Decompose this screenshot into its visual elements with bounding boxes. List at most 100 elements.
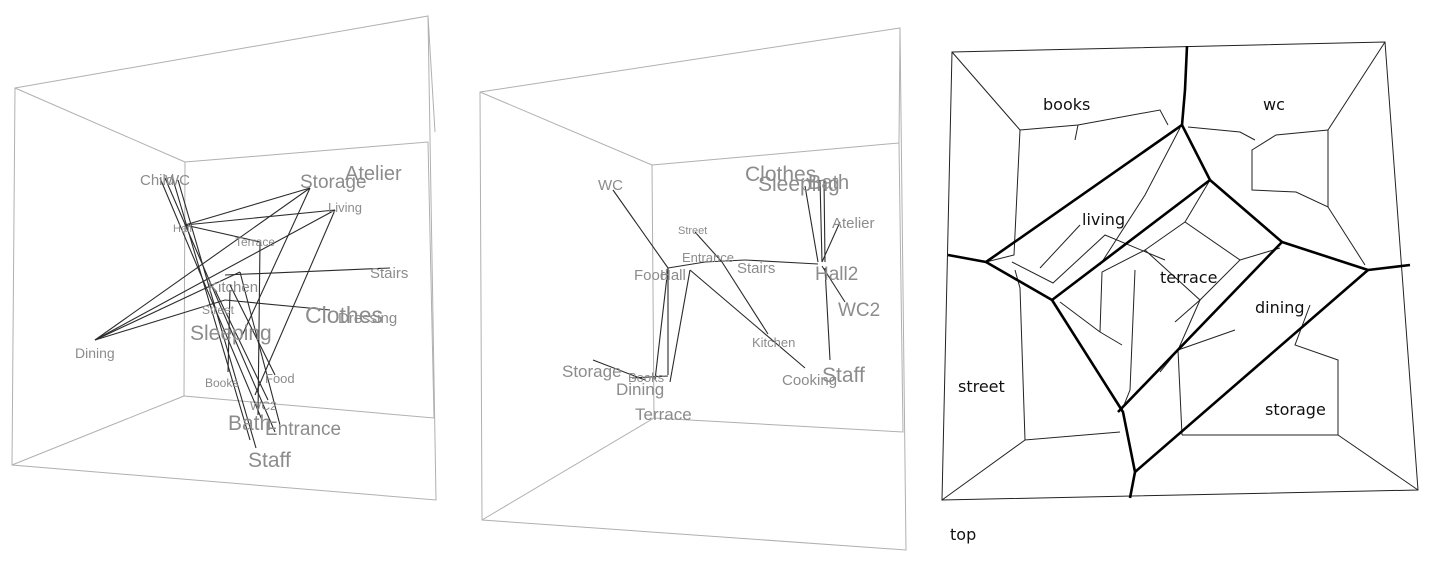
wall-line xyxy=(985,129,1021,263)
node-label: WC2 xyxy=(838,300,880,321)
node-label: Stairs xyxy=(737,260,775,277)
wall-thick xyxy=(985,260,1137,499)
graph-edge xyxy=(224,267,391,276)
inner-frame xyxy=(183,141,435,419)
graph-edge xyxy=(184,224,261,243)
node-label: Terrace xyxy=(235,235,275,249)
room-label-terrace: terrace xyxy=(1160,268,1217,287)
node-label: Hall2 xyxy=(815,264,858,285)
graph-edge xyxy=(94,209,336,341)
plan-thin-walls xyxy=(985,109,1366,441)
outer-frame xyxy=(11,15,437,501)
bounding-box-b xyxy=(479,27,907,551)
graph-edge xyxy=(227,289,231,373)
graph-edge xyxy=(821,265,846,303)
graph-edge xyxy=(159,177,263,421)
node-labels-a: Child WC Storage Atelier Living Hall Ter… xyxy=(75,163,408,472)
wall-line xyxy=(1174,299,1201,323)
graph-edge xyxy=(164,177,276,433)
wall-line xyxy=(1059,301,1101,333)
wall-thick xyxy=(1367,263,1411,272)
frame-edge xyxy=(898,27,901,144)
node-label: Sleeping xyxy=(190,322,272,345)
wall-line xyxy=(1099,331,1123,346)
graph-edge xyxy=(823,179,826,263)
wall-line xyxy=(1014,269,1121,441)
node-label: WC xyxy=(598,177,623,194)
graph-edge xyxy=(667,261,706,269)
graph-edge xyxy=(824,267,831,361)
plan-thick-walls xyxy=(947,45,1411,499)
node-label: Atelier xyxy=(832,215,875,232)
room-label-dining: dining xyxy=(1255,298,1304,317)
wall-thick xyxy=(1180,45,1189,126)
wall-line xyxy=(1187,126,1256,141)
corner-line xyxy=(951,51,1021,131)
graph-edge xyxy=(804,185,819,263)
graph-edge xyxy=(819,179,823,263)
wall-line xyxy=(1099,249,1146,333)
graph-edge xyxy=(94,271,241,341)
outer-frame xyxy=(479,27,907,551)
node-label: Bath xyxy=(228,412,271,435)
panel-3d-graph-a: Child WC Storage Atelier Living Hall Ter… xyxy=(11,15,437,501)
wall-line xyxy=(1182,304,1339,436)
wall-line xyxy=(1144,221,1241,301)
node-label: Atelier xyxy=(345,163,402,185)
frame-edge xyxy=(14,87,186,163)
graph-edge xyxy=(184,209,336,226)
graph-edge xyxy=(704,259,746,263)
node-label: Terrace xyxy=(635,405,692,424)
node-label: Clothes xyxy=(305,302,383,328)
node-label: Clothes xyxy=(745,163,816,186)
node-label: WC xyxy=(165,172,190,189)
wall-line xyxy=(1177,329,1236,351)
node-label: Sleeping xyxy=(758,173,840,196)
node-label: WC2 xyxy=(250,399,277,413)
graph-edge xyxy=(721,261,769,335)
node-label: Cooking xyxy=(782,372,837,389)
room-label-living: living xyxy=(1082,210,1125,229)
node-label: Food xyxy=(265,371,295,386)
node-label: Dining xyxy=(616,380,664,399)
wall-line xyxy=(1327,206,1366,266)
wall-line xyxy=(1011,234,1166,284)
graph-edge xyxy=(631,375,669,379)
graph-edge xyxy=(94,187,311,341)
graph-edge xyxy=(257,241,261,416)
graph-edge xyxy=(744,259,819,265)
frame-edge xyxy=(481,417,655,521)
graph-edge xyxy=(694,231,723,263)
graph-edge xyxy=(224,299,331,311)
graph-edge xyxy=(214,289,269,401)
graph-edge xyxy=(171,175,251,441)
corner-line xyxy=(1337,434,1419,491)
graph-edge xyxy=(239,271,281,426)
wall-line xyxy=(1019,109,1169,131)
graph-edge xyxy=(184,187,311,226)
wall-thick xyxy=(1051,178,1284,413)
room-labels: books wc living terrace dining street st… xyxy=(958,95,1326,419)
wall-line xyxy=(1039,224,1081,269)
wall-line xyxy=(1099,127,1181,266)
graph-edge xyxy=(229,284,276,376)
node-label: Storage xyxy=(562,362,622,381)
room-label-storage: storage xyxy=(1265,400,1326,419)
wall-line xyxy=(1184,179,1211,223)
node-label: Dining xyxy=(75,345,115,361)
node-label: Hall xyxy=(660,267,686,284)
graph-edge xyxy=(654,267,669,381)
graph-edge xyxy=(612,189,669,269)
wall-line xyxy=(1074,124,1079,141)
room-label-books: books xyxy=(1043,95,1090,114)
node-label: Street xyxy=(202,303,235,317)
graph-edge xyxy=(669,269,691,383)
inner-frame xyxy=(651,142,904,433)
frame-edge xyxy=(479,91,653,166)
node-label: Storage xyxy=(300,172,367,193)
node-label: Street xyxy=(678,225,707,237)
room-label-wc: wc xyxy=(1263,95,1285,114)
corner-line xyxy=(941,439,1026,501)
node-label: Entrance xyxy=(682,250,734,265)
